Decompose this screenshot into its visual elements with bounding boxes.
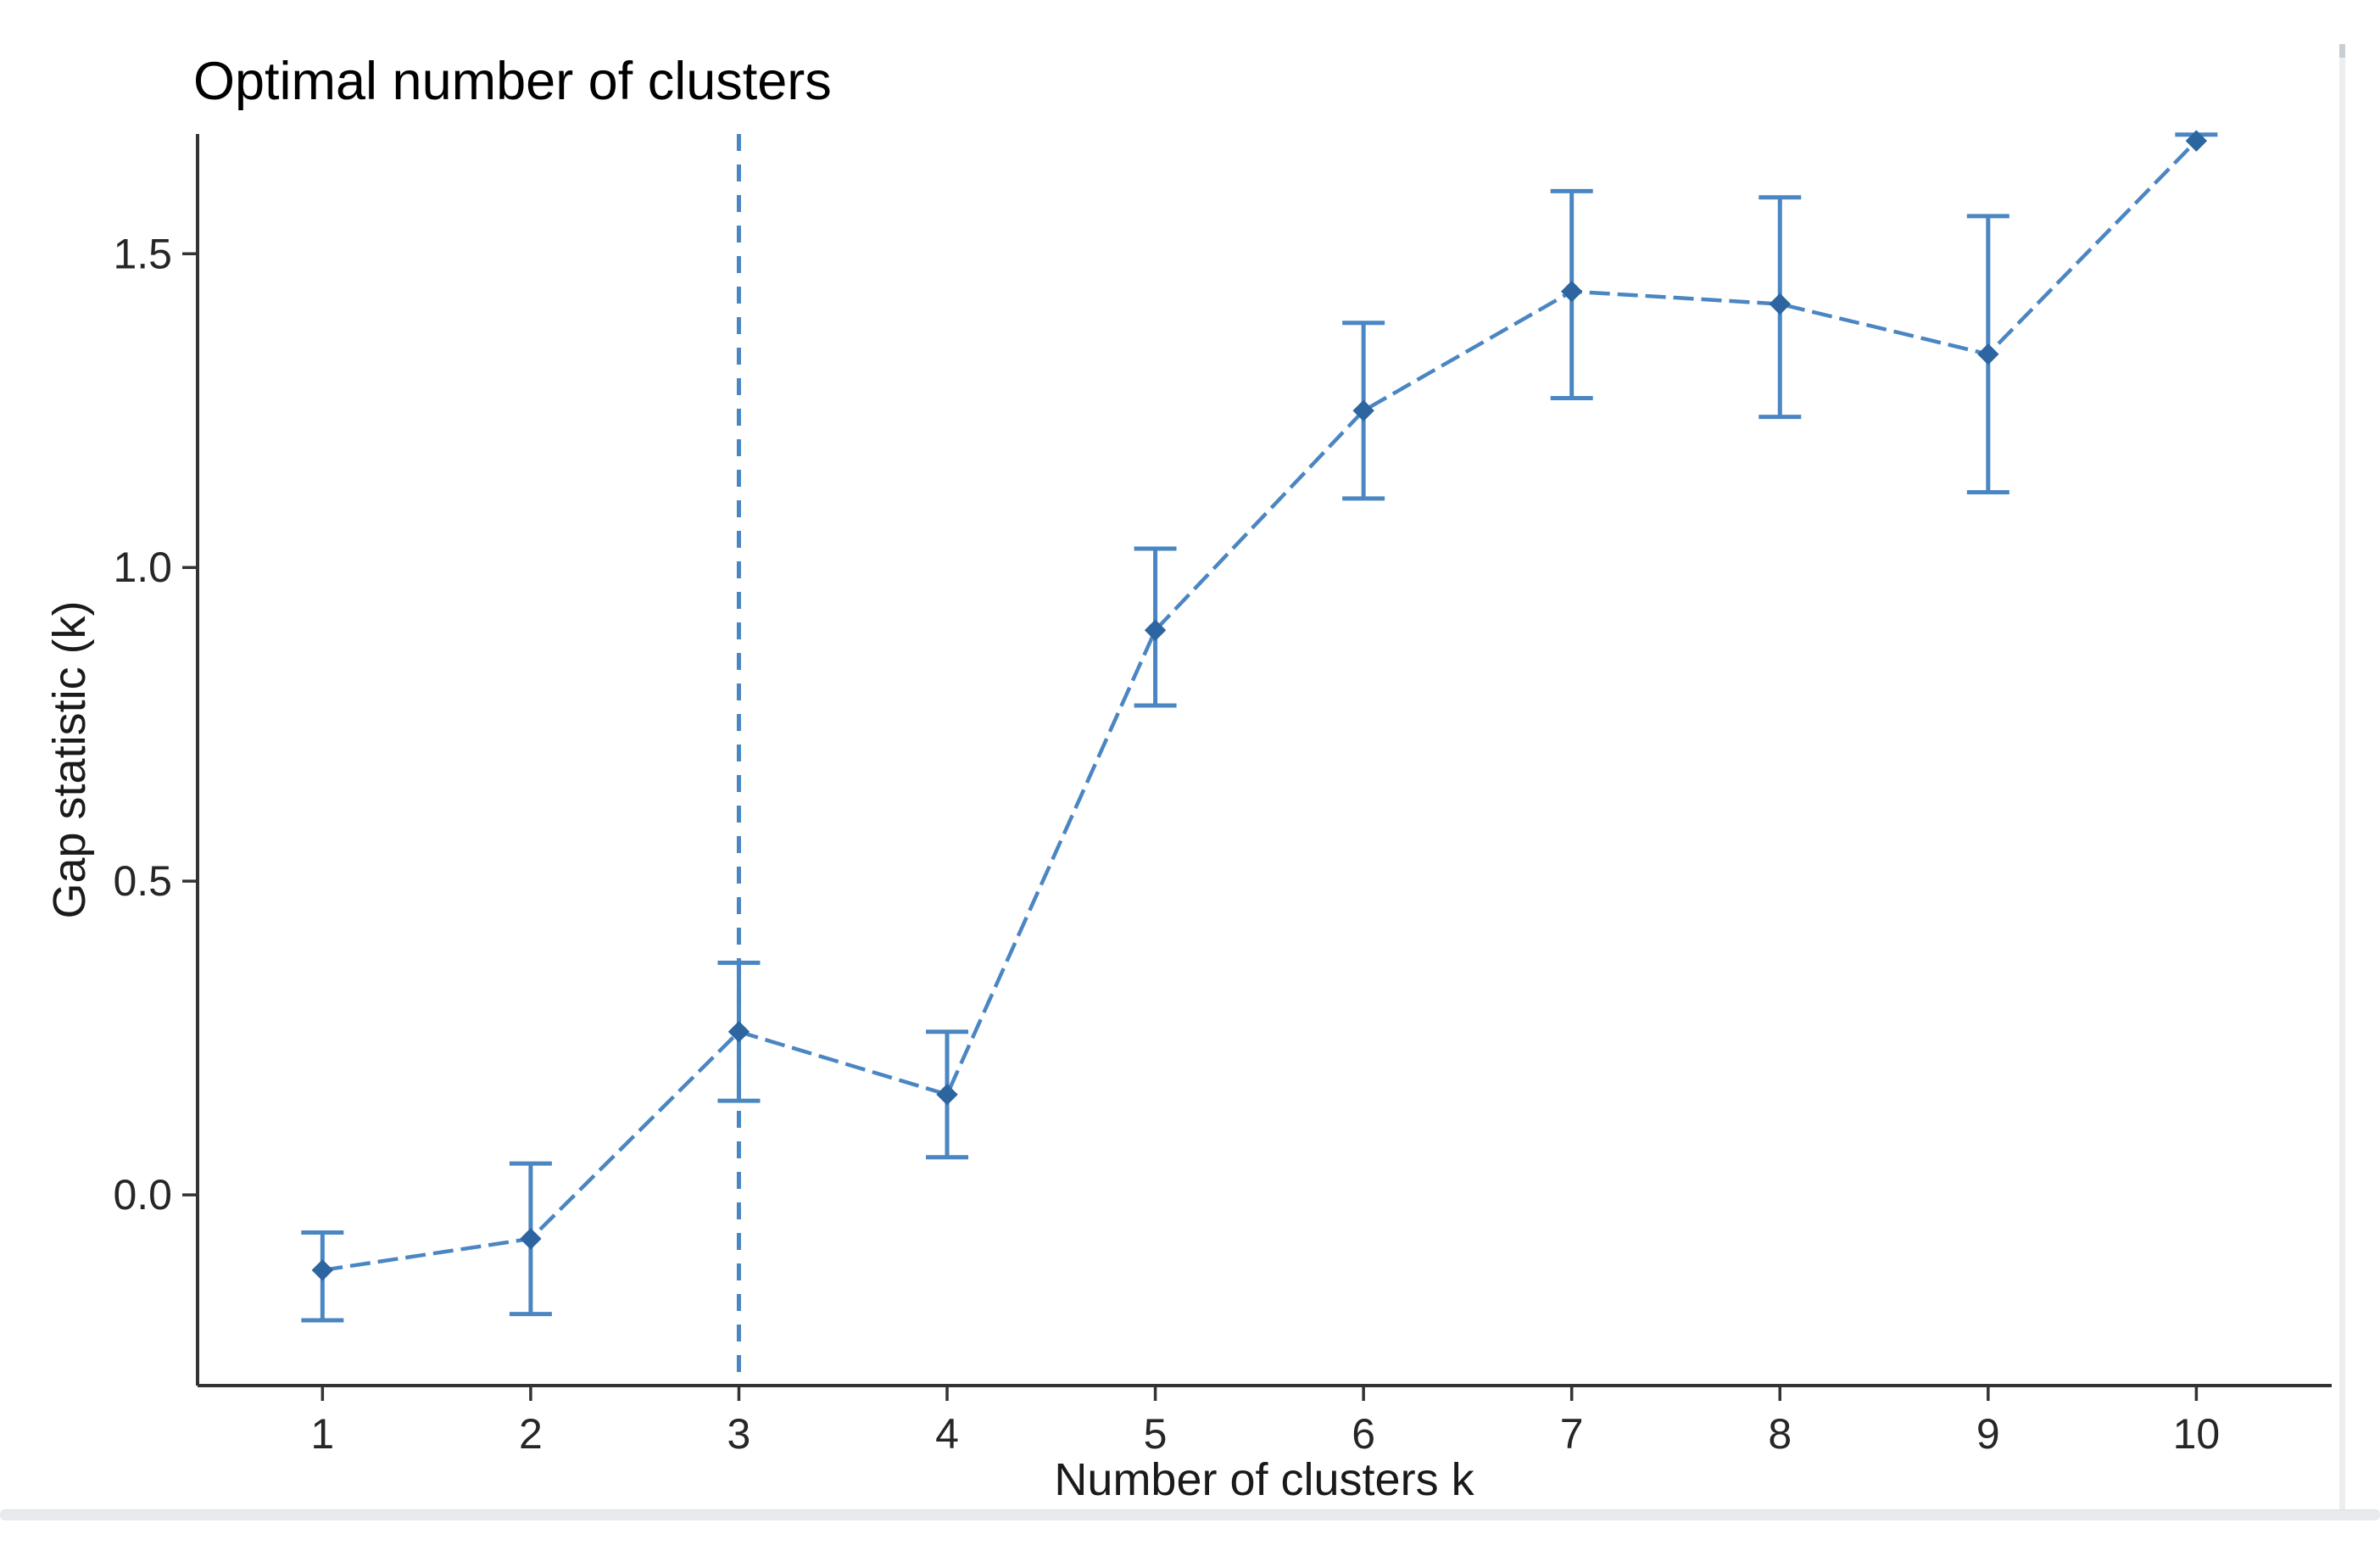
x-tick-label: 9 — [1976, 1410, 2000, 1458]
x-tick-label: 2 — [519, 1410, 543, 1458]
data-point-marker — [727, 1021, 750, 1043]
data-point-marker — [1977, 343, 1999, 365]
x-tick-label: 4 — [935, 1410, 959, 1458]
x-tick-label: 10 — [2173, 1410, 2221, 1458]
x-tick-label: 5 — [1144, 1410, 1168, 1458]
x-tick-label: 6 — [1352, 1410, 1375, 1458]
x-tick-label: 7 — [1560, 1410, 1584, 1458]
data-point-marker — [936, 1084, 958, 1106]
y-tick-label: 0.5 — [113, 857, 172, 905]
bottom-pane-scrollbar[interactable] — [0, 1509, 2380, 1520]
data-point-marker — [2185, 130, 2208, 152]
gap-statistic-line — [322, 139, 2199, 1273]
y-tick-label: 1.0 — [113, 544, 172, 591]
data-point-marker — [1560, 280, 1583, 303]
data-point-marker — [1769, 293, 1791, 315]
y-tick-label: 1.5 — [113, 230, 172, 277]
x-tick-label: 1 — [310, 1410, 334, 1458]
data-point-marker — [1352, 399, 1374, 421]
right-pane-scrollbar-thumb[interactable] — [2339, 44, 2345, 58]
chart-title: Optimal number of clusters — [193, 52, 832, 111]
data-point-marker — [311, 1259, 334, 1281]
y-tick-label: 0.0 — [113, 1171, 172, 1219]
x-axis-title: Number of clusters k — [1054, 1454, 1474, 1505]
data-point-marker — [520, 1228, 542, 1250]
x-tick-label: 3 — [727, 1410, 751, 1458]
right-pane-scrollbar[interactable] — [2339, 44, 2345, 1509]
x-tick-label: 8 — [1768, 1410, 1792, 1458]
data-point-marker — [1144, 619, 1167, 641]
